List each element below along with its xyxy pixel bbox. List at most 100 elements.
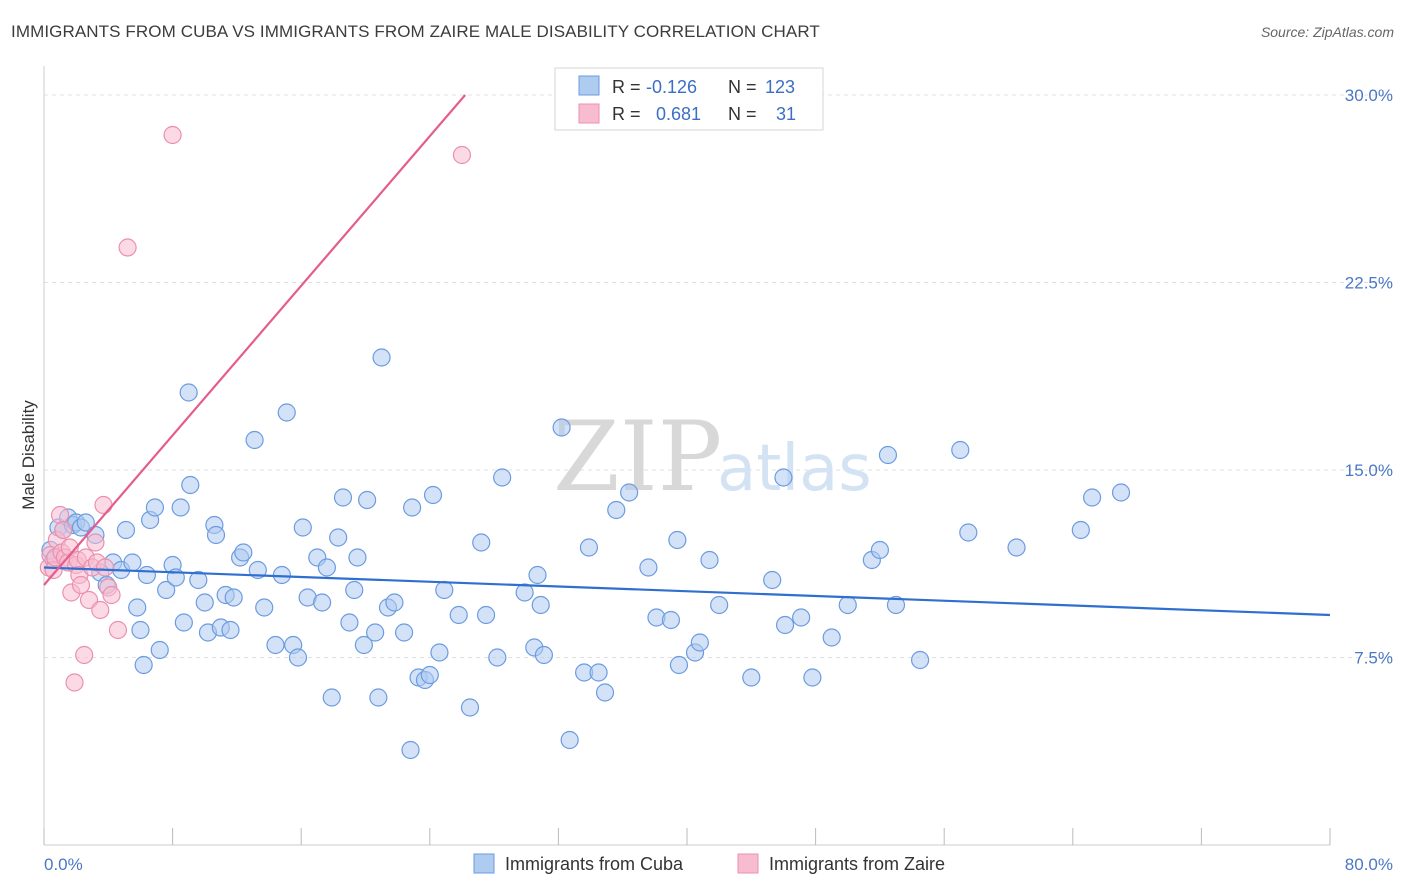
cuba-point [493,468,512,487]
y-tick-labels: 7.5% 15.0% 22.5% 30.0% [1345,86,1393,668]
cuba-point [420,665,439,685]
zaire-point [102,585,121,605]
cuba-point [366,623,385,642]
cuba-point [348,548,367,567]
cuba-point [1007,538,1026,557]
source-label: Source: ZipAtlas.com [1260,24,1394,40]
cuba-point [951,440,970,460]
bottom-legend-label-zaire: Immigrants from Zaire [769,854,945,874]
bottom-legend-swatch-zaire [737,853,759,874]
chart-title: IMMIGRANTS FROM CUBA VS IMMIGRANTS FROM … [11,22,820,41]
watermark-atlas: atlas [717,432,872,506]
cuba-point [329,528,348,547]
y-tick-label: 15.0% [1345,461,1393,480]
cuba-point [774,468,793,487]
cuba-point [322,688,341,707]
cuba-point [472,533,491,552]
cuba-point [137,565,156,585]
legend-n-value-cuba: 123 [765,77,795,97]
y-tick-label: 22.5% [1345,274,1393,293]
bottom-legend-swatch-cuba [473,853,495,874]
cuba-point [595,683,615,702]
cuba-point [179,383,198,402]
x-tick-labels: 0.0% 80.0% [44,855,1393,874]
cuba-point [372,348,391,367]
cuba-point [206,525,226,545]
y-axis-label: Male Disability [19,400,38,510]
legend-box: R = -0.126 N = 123 R = 0.681 N = 31 [554,67,824,131]
cuba-point [560,730,579,750]
zaire-point [95,558,115,577]
zaire-point [94,495,113,515]
cuba-point [128,598,147,617]
zaire-point [50,505,70,525]
cuba-point [668,530,687,550]
cuba-point [607,500,626,520]
bottom-legend-label-cuba: Immigrants from Cuba [505,854,684,874]
cuba-point [1082,488,1102,507]
legend-r-label-cuba: R = [612,77,641,97]
cuba-point [515,583,534,602]
cuba-point [476,605,496,625]
cuba-point [333,488,353,507]
legend-n-value-zaire: 31 [776,104,796,124]
cuba-point [742,668,761,687]
x-tick-label: 80.0% [1345,855,1393,874]
cuba-points [41,348,1131,760]
cuba-point [317,558,337,577]
cuba-point [690,633,709,652]
cuba-point [354,635,373,655]
cuba-point [195,593,214,612]
zaire-point [163,125,182,145]
cuba-trend-line [43,566,1331,617]
cuba-point [312,593,332,612]
cuba-point [345,580,364,600]
cuba-point [528,565,547,585]
legend-swatch-cuba [578,75,600,96]
cuba-point [669,655,689,675]
cuba-point [145,498,165,517]
zaire-points [39,125,472,692]
cuba-point [661,610,681,630]
cuba-point [878,445,898,465]
trend-lines [43,94,1331,617]
cuba-point [534,645,554,665]
watermark: ZIP atlas [553,401,872,513]
legend-n-label-zaire: N = [728,104,757,124]
cuba-point [460,698,480,717]
cuba-point [423,485,443,505]
zaire-point [118,238,137,257]
cuba-point [589,663,608,682]
cuba-point [838,595,857,615]
cuba-point [369,688,388,707]
cuba-point [579,538,599,557]
cuba-point [181,475,200,495]
cuba-point [221,620,240,640]
cuba-point [959,523,978,542]
cuba-point [403,498,422,517]
grid-lines [44,94,1392,658]
cuba-point [430,643,449,662]
cuba-point [792,608,811,627]
cuba-point [293,518,312,537]
legend-r-value-zaire: 0.681 [656,104,701,124]
legend-r-value-cuba: -0.126 [646,77,697,97]
x-tick-label: 0.0% [44,855,83,874]
cuba-point [822,628,841,647]
zaire-point [108,620,128,640]
cuba-point [288,648,308,667]
zaire-point [86,533,105,552]
cuba-point [234,543,253,562]
cuba-point [171,498,190,517]
cuba-point [870,540,890,560]
cuba-point [710,595,729,615]
cuba-point [803,668,822,687]
zaire-point [91,600,110,620]
legend-swatch-zaire [578,103,600,124]
cuba-point [531,595,550,615]
cuba-point [255,598,274,617]
cuba-point [116,520,136,540]
cuba-point [886,595,906,615]
cuba-point [76,513,95,532]
zaire-point [54,520,73,540]
